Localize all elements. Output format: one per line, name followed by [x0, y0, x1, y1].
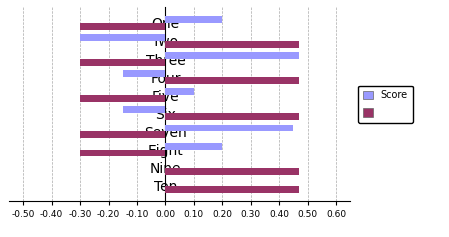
- Legend: Score, : Score,: [358, 86, 413, 123]
- Bar: [165, 77, 299, 84]
- Bar: [165, 52, 299, 59]
- Bar: [80, 59, 165, 66]
- Bar: [123, 106, 165, 113]
- Bar: [80, 95, 165, 102]
- Bar: [80, 34, 165, 41]
- Bar: [165, 143, 222, 150]
- Bar: [165, 125, 293, 132]
- Bar: [165, 41, 299, 48]
- Bar: [80, 23, 165, 30]
- Bar: [165, 16, 222, 23]
- Bar: [165, 186, 299, 193]
- Bar: [165, 168, 299, 174]
- Bar: [80, 150, 165, 156]
- Bar: [165, 113, 299, 120]
- Bar: [165, 88, 194, 95]
- Bar: [123, 70, 165, 77]
- Bar: [80, 132, 165, 138]
